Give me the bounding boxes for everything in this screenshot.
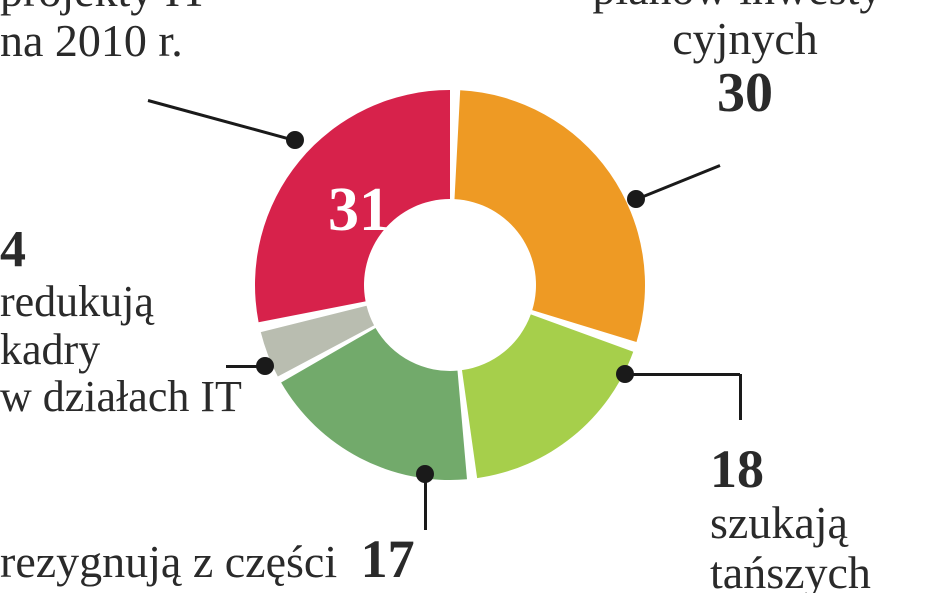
label-line: szukają [710,498,948,548]
leader-dot [256,357,274,375]
label-value: 18 [710,440,948,498]
leader-line [739,374,742,420]
label-line: redukują [0,278,260,326]
label-value: 30 [540,63,948,123]
leader-dot [416,465,434,483]
label-line: projekty IT [0,0,270,16]
slice-value-31: 31 [328,175,390,246]
label-line: na 2010 r. [0,16,270,66]
label-line: planów inwesty- [540,0,948,14]
label-value: 17 [361,529,415,589]
leader-dot [627,190,645,208]
label-value: 4 [0,222,260,278]
chart-canvas: 31 projekty IT na 2010 r. planów inwesty… [0,0,948,593]
label-line: w działach IT [0,373,260,421]
label-line: kadry [0,326,260,374]
label-szukaja-tanszych: 18 szukają tańszych [710,440,948,593]
label-projekty-2010: projekty IT na 2010 r. [0,0,270,65]
label-rezygnuja-projekty: rezygnują z części 17 projektów IT [0,530,560,593]
label-line: rezygnują z części [0,536,337,587]
label-plany-inwestycyjne: planów inwesty- cyjnych 30 [540,0,948,124]
label-line: tańszych [710,548,948,593]
label-redukuja-kadry: 4 redukują kadry w działach IT [0,222,260,421]
label-line: projektów IT [0,588,560,593]
leader-line [625,373,740,376]
leader-dot [616,365,634,383]
leader-dot [286,131,304,149]
label-line: cyjnych [540,14,948,64]
